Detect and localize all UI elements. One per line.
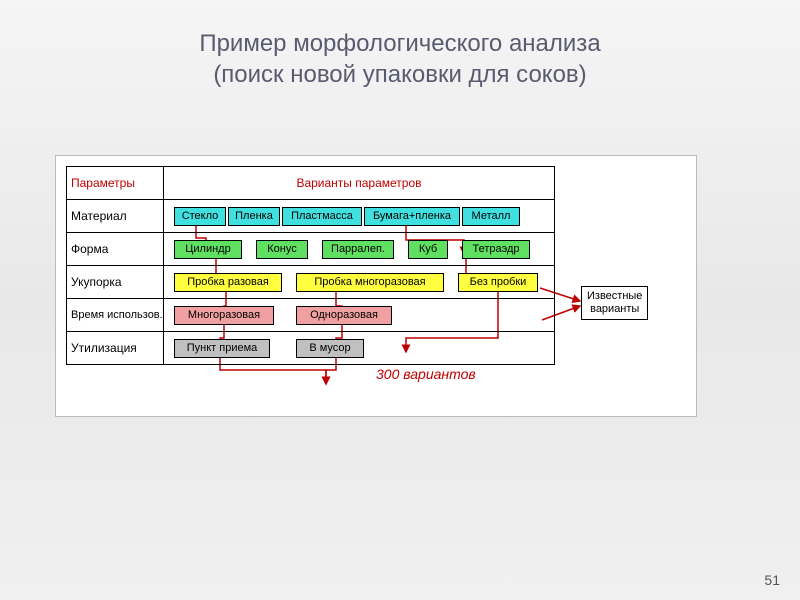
note-line-2: варианты [590,303,639,315]
known-variants-note: Известные варианты [581,286,648,320]
title-line-1: Пример морфологического анализа [199,30,600,57]
table-row: МатериалСтеклоПленкаПластмассаБумага+пле… [67,200,555,233]
option-chip: Тетраэдр [462,240,530,259]
variants-count: 300 вариантов [376,366,476,382]
page-title: Пример морфологического анализа (поиск н… [0,0,800,90]
option-chip: В мусор [296,339,364,358]
option-chip: Парралеп. [322,240,394,259]
row-label: Укупорка [67,266,164,299]
row-options: Многоразовая Одноразовая [164,299,555,332]
option-chip: Пункт приема [174,339,270,358]
option-chip: Одноразовая [296,306,392,325]
row-options: Пункт приема В мусор [164,332,555,365]
diagram-container: Параметры Варианты параметров МатериалСт… [55,155,697,417]
table-row: Форма Цилиндр Конус Парралеп. Куб Тетраэдр [67,233,555,266]
option-chip: Без пробки [458,273,538,292]
note-line-1: Известные [587,290,642,302]
option-chip: Стекло [174,207,226,226]
row-label: Материал [67,200,164,233]
option-chip: Бумага+пленка [364,207,460,226]
table-row: Укупорка Пробка разовая Пробка многоразова… [67,266,555,299]
option-chip: Пробка разовая [174,273,282,292]
option-chip: Конус [256,240,308,259]
option-chip: Цилиндр [174,240,242,259]
row-options: Пробка разовая Пробка многоразовая Без про… [164,266,555,299]
row-options: Цилиндр Конус Парралеп. Куб Тетраэдр [164,233,555,266]
row-label: Форма [67,233,164,266]
header-variants: Варианты параметров [164,167,555,200]
option-chip: Пробка многоразовая [296,273,444,292]
option-chip: Куб [408,240,448,259]
option-chip: Металл [462,207,520,226]
option-chip: Пленка [228,207,280,226]
row-label: Время использов. [67,299,164,332]
header-params: Параметры [67,167,164,200]
table-row: Время использов. Многоразовая Одноразовая [67,299,555,332]
header-row: Параметры Варианты параметров [67,167,555,200]
row-options: СтеклоПленкаПластмассаБумага+пленкаМетал… [164,200,555,233]
row-label: Утилизация [67,332,164,365]
page-number: 51 [764,572,780,588]
option-chip: Пластмасса [282,207,362,226]
table-row: Утилизация Пункт приема В мусор [67,332,555,365]
title-line-2: (поиск новой упаковки для соков) [213,61,586,88]
option-chip: Многоразовая [174,306,274,325]
morphological-table: Параметры Варианты параметров МатериалСт… [66,166,555,365]
